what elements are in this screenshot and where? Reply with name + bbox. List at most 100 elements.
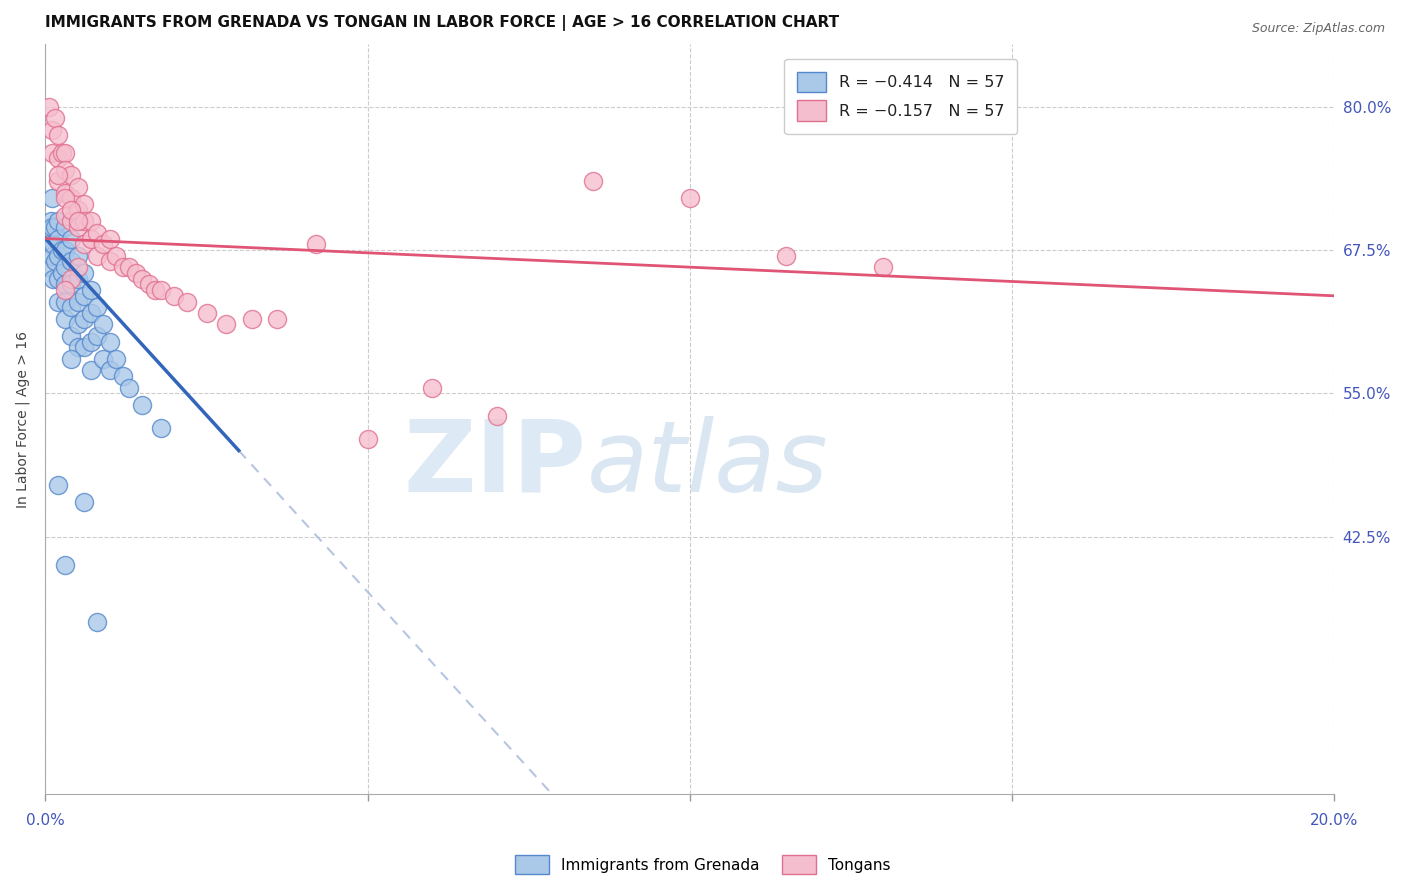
Point — [66, 249, 89, 263]
Point — [73, 340, 96, 354]
Point — [118, 260, 141, 275]
Point — [53, 145, 76, 160]
Point — [60, 169, 83, 183]
Point — [86, 615, 108, 630]
Point — [150, 420, 173, 434]
Point — [53, 311, 76, 326]
Point — [60, 351, 83, 366]
Point — [66, 180, 89, 194]
Point — [60, 300, 83, 314]
Point — [53, 283, 76, 297]
Point — [93, 237, 115, 252]
Point — [111, 369, 134, 384]
Point — [79, 214, 101, 228]
Point — [48, 128, 70, 143]
Point — [53, 277, 76, 292]
Point — [356, 432, 378, 446]
Point — [131, 398, 153, 412]
Point — [150, 283, 173, 297]
Point — [98, 254, 121, 268]
Point — [41, 145, 63, 160]
Point — [138, 277, 160, 292]
Point — [872, 260, 894, 275]
Point — [48, 478, 70, 492]
Point — [98, 231, 121, 245]
Point — [73, 197, 96, 211]
Point — [420, 380, 443, 394]
Point — [53, 558, 76, 573]
Point — [98, 363, 121, 377]
Point — [41, 122, 63, 136]
Point — [73, 289, 96, 303]
Text: IMMIGRANTS FROM GRENADA VS TONGAN IN LABOR FORCE | AGE > 16 CORRELATION CHART: IMMIGRANTS FROM GRENADA VS TONGAN IN LAB… — [45, 15, 839, 31]
Point — [48, 169, 70, 183]
Legend: R = −0.414   N = 57, R = −0.157   N = 57: R = −0.414 N = 57, R = −0.157 N = 57 — [785, 59, 1017, 134]
Point — [111, 260, 134, 275]
Point — [53, 243, 76, 257]
Point — [86, 249, 108, 263]
Point — [775, 249, 797, 263]
Point — [582, 174, 605, 188]
Point — [44, 111, 66, 125]
Point — [53, 294, 76, 309]
Point — [66, 340, 89, 354]
Point — [38, 260, 60, 275]
Point — [39, 214, 62, 228]
Point — [105, 351, 128, 366]
Point — [48, 214, 70, 228]
Point — [60, 191, 83, 205]
Point — [42, 271, 65, 285]
Point — [163, 289, 186, 303]
Point — [305, 237, 328, 252]
Point — [125, 266, 148, 280]
Point — [38, 237, 60, 252]
Point — [48, 249, 70, 263]
Point — [53, 209, 76, 223]
Point — [53, 260, 76, 275]
Point — [53, 186, 76, 200]
Point — [98, 334, 121, 349]
Point — [79, 363, 101, 377]
Point — [53, 162, 76, 177]
Point — [66, 294, 89, 309]
Y-axis label: In Labor Force | Age > 16: In Labor Force | Age > 16 — [15, 331, 30, 508]
Point — [73, 214, 96, 228]
Point — [60, 231, 83, 245]
Point — [79, 334, 101, 349]
Legend: Immigrants from Grenada, Tongans: Immigrants from Grenada, Tongans — [509, 849, 897, 880]
Point — [73, 237, 96, 252]
Text: atlas: atlas — [586, 416, 828, 513]
Point — [66, 260, 89, 275]
Point — [60, 277, 83, 292]
Point — [60, 271, 83, 285]
Point — [48, 174, 70, 188]
Point — [66, 220, 89, 235]
Point — [44, 254, 66, 268]
Point — [131, 271, 153, 285]
Point — [38, 100, 60, 114]
Point — [48, 294, 70, 309]
Point — [93, 351, 115, 366]
Point — [60, 202, 83, 217]
Point — [93, 318, 115, 332]
Point — [48, 271, 70, 285]
Text: Source: ZipAtlas.com: Source: ZipAtlas.com — [1251, 22, 1385, 36]
Point — [60, 214, 83, 228]
Point — [176, 294, 198, 309]
Point — [79, 306, 101, 320]
Point — [73, 311, 96, 326]
Point — [66, 318, 89, 332]
Point — [105, 249, 128, 263]
Point — [79, 231, 101, 245]
Point — [79, 283, 101, 297]
Point — [51, 266, 73, 280]
Point — [485, 409, 508, 424]
Point — [679, 191, 702, 205]
Point — [48, 151, 70, 165]
Point — [53, 191, 76, 205]
Point — [266, 311, 288, 326]
Point — [44, 220, 66, 235]
Point — [60, 329, 83, 343]
Point — [41, 220, 63, 235]
Text: ZIP: ZIP — [404, 416, 586, 513]
